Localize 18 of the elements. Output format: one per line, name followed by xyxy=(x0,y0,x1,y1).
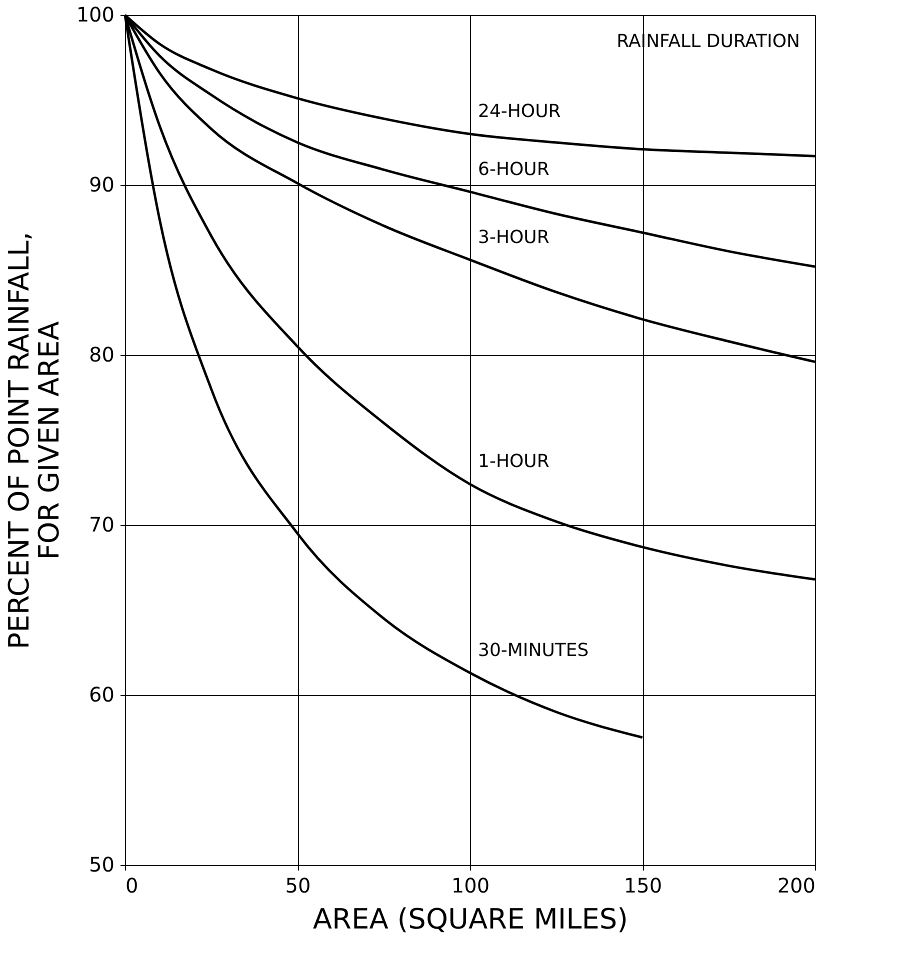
x-tick-label: 200 xyxy=(777,874,816,898)
x-tick-label: 50 xyxy=(285,874,311,898)
series-label: 3-HOUR xyxy=(478,226,550,248)
x-tick-label: 100 xyxy=(451,874,490,898)
series-label: 24-HOUR xyxy=(478,101,561,122)
y-tick-label: 100 xyxy=(76,2,114,26)
x-axis-title: AREA (SQUARE MILES) xyxy=(312,902,628,936)
y-axis-title: PERCENT OF POINT RAINFALL, FOR GIVEN AREA xyxy=(2,232,66,650)
x-tick-label: 0 xyxy=(126,874,138,898)
y-tick-label: 70 xyxy=(89,512,114,536)
series-label: 30-MINUTES xyxy=(478,640,589,661)
series-label: 6-HOUR xyxy=(478,158,550,180)
y-tick-label: 90 xyxy=(89,172,114,196)
y-tick-label: 60 xyxy=(89,682,114,706)
series-label: 1-HOUR xyxy=(478,451,550,472)
x-tick-label: 150 xyxy=(624,874,662,898)
y-tick-label: 50 xyxy=(89,852,114,876)
y-tick-label: 80 xyxy=(89,342,114,366)
